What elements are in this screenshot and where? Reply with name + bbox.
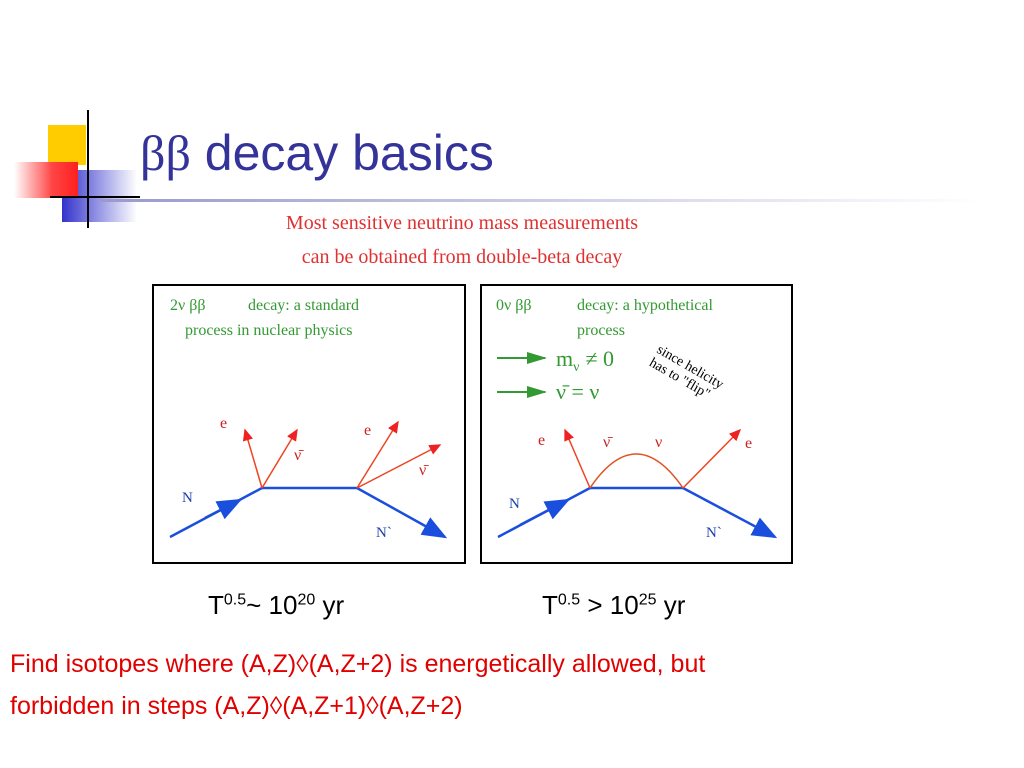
text: 25 — [638, 591, 657, 609]
text: decay basics — [204, 125, 494, 181]
panel-heading: 2ν ββ — [170, 297, 206, 314]
text: 0.5 — [557, 591, 581, 609]
text: ≠ 0 — [585, 346, 614, 371]
particle-label: ν̄ — [419, 462, 429, 479]
particle-label: e — [538, 432, 545, 449]
text: ν — [573, 360, 579, 375]
panel-heading: process — [577, 322, 625, 339]
panel-heading: 0ν ββ — [496, 297, 532, 314]
panel-heading: process in nuclear physics — [185, 322, 353, 339]
panel-heading: decay: a standard — [248, 297, 359, 314]
text: yr — [656, 590, 686, 620]
text: T — [542, 590, 558, 620]
text: 0.5 — [223, 591, 247, 609]
particle-label: N — [182, 490, 193, 506]
particle-label: ν̄ — [603, 434, 613, 451]
figure: Most sensitive neutrino mass measurement… — [152, 212, 793, 564]
half-life: T0.5~ 1020 yr — [208, 590, 344, 621]
panel-heading: decay: a hypothetical — [577, 297, 713, 314]
text: yr — [315, 590, 345, 620]
particle-label: ν — [655, 434, 662, 451]
particle-label: ν̄ — [294, 447, 304, 464]
slide-title: ββ decay basics — [140, 124, 494, 182]
caption: Most sensitive neutrino mass measurement… — [286, 212, 638, 234]
text: T — [208, 590, 224, 620]
text: ββ — [140, 125, 191, 181]
particle-label: e — [364, 422, 371, 439]
particle-label: N` — [706, 525, 722, 541]
particle-label: e — [745, 435, 752, 452]
text: > 10 — [580, 590, 639, 620]
particle-label: N — [509, 496, 520, 512]
particle-label: N` — [376, 525, 392, 541]
decoration — [14, 110, 980, 228]
body-text: Find isotopes where (A,Z)◊(A,Z+2) is ene… — [10, 650, 706, 678]
body-text: forbidden in steps (A,Z)◊(A,Z+1)◊(A,Z+2) — [10, 692, 463, 720]
particle-label: e — [220, 415, 227, 432]
text: ~ 10 — [246, 590, 298, 620]
condition: mν ≠ 0 — [556, 346, 614, 375]
text: m — [556, 346, 573, 371]
condition: ν̄ = ν — [556, 379, 599, 404]
panel — [480, 284, 793, 564]
caption: can be obtained from double-beta decay — [302, 246, 622, 268]
half-life: T0.5 > 1025 yr — [542, 590, 685, 621]
text: 20 — [297, 591, 316, 609]
